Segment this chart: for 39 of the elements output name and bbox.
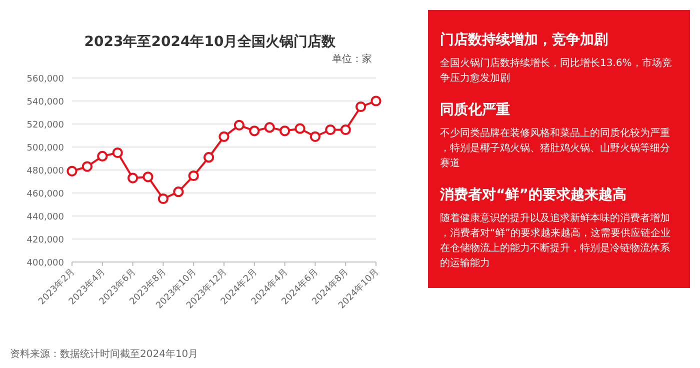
point (356, 101, 366, 112)
text: 门店数持续增加，竞争加剧 (440, 31, 608, 48)
point (370, 96, 382, 106)
y-tick-label: 400,000 (26, 258, 64, 268)
point (188, 170, 199, 182)
point (97, 150, 108, 162)
text: 同质化严重 (440, 101, 510, 118)
point (234, 120, 244, 130)
text: 消费者对“鲜”的要求越来越高 (439, 186, 626, 203)
y-tick-label: 560,000 (26, 74, 64, 84)
point (112, 147, 123, 158)
point (218, 131, 230, 142)
point (325, 124, 336, 136)
text: 不少同类品牌在装修风格和菜品上的同质化较为严重，特别是椰子鸡火锅、猪肚鸡火锅、山野火锅等细分赛道 (440, 127, 670, 169)
text: 随着健康意识的提升以及追求新鲜本味的消费者增加，消费者对“鲜”的要求越来越高，这需要供应链企业在仓储物流上的能力不断提升，特别是冷链物流体系的运输能力 (440, 212, 670, 269)
point (128, 172, 138, 184)
point (142, 172, 154, 182)
point (82, 161, 92, 172)
text: 全国火锅门店数持续增长，同比增长13.6%，市场竞争压力愈发加剧 (440, 57, 672, 84)
y-tick-label: 540,000 (26, 98, 64, 108)
point (249, 126, 260, 136)
y-tick-label: 460,000 (26, 190, 64, 200)
point (340, 124, 351, 136)
y-tick-label: 420,000 (26, 236, 64, 246)
point (158, 193, 168, 204)
y-tick-label: 440,000 (26, 212, 64, 222)
y-tick-label: 520,000 (26, 120, 64, 130)
point (66, 166, 78, 176)
y-tick-label: 500,000 (26, 144, 64, 154)
point (280, 126, 290, 136)
y-tick-label: 480,000 (26, 166, 64, 176)
point (264, 122, 275, 133)
point (204, 152, 214, 163)
point (310, 131, 320, 142)
point (294, 123, 306, 134)
chart-subtitle: 单位：家 (332, 53, 372, 65)
text: 资料来源：数据统计时间截至2024年10月 (10, 348, 198, 360)
point (173, 186, 184, 198)
chart-title: 2023年至2024年10月全国火锅门店数 (84, 33, 337, 50)
